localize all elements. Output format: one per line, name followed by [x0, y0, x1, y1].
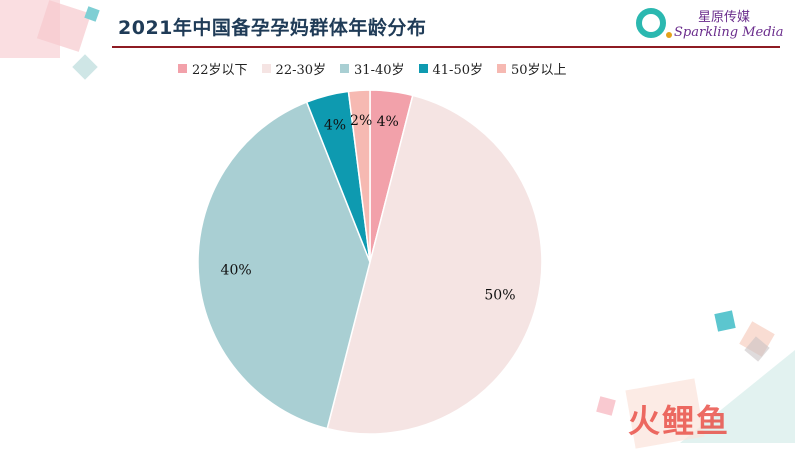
- pie-slice-4: [347, 89, 371, 263]
- slice-label-4: 2%: [350, 113, 372, 129]
- legend-swatch-2: [340, 63, 350, 73]
- brand-name-en: Sparkling Media: [674, 25, 784, 40]
- legend-item-4: 50岁以上: [497, 59, 567, 78]
- brand-logo: 星原传媒 Sparkling Media: [636, 4, 786, 46]
- page-title: 2021年中国备孕孕妈群体年龄分布: [118, 17, 427, 39]
- slice-label-2: 40%: [221, 262, 252, 278]
- legend-item-0: 22岁以下: [178, 59, 248, 78]
- slice-label-1: 50%: [484, 287, 515, 303]
- legend-swatch-0: [178, 63, 187, 73]
- pie-slice-1: [326, 94, 543, 435]
- pie-slice-2: [197, 101, 371, 430]
- legend-item-2: 31-40岁: [340, 59, 405, 78]
- legend-label-1: 22-30岁: [275, 62, 327, 78]
- brand-ring-icon: [636, 8, 666, 38]
- legend-swatch-4: [497, 63, 506, 73]
- legend-label-0: 22岁以下: [192, 62, 248, 78]
- watermark: 火鲤鱼: [628, 402, 731, 440]
- legend-label-4: 50岁以上: [511, 62, 567, 78]
- brand-dot-icon: [666, 32, 672, 38]
- brand-name-cn: 星原传媒: [698, 10, 751, 25]
- legend-label-2: 31-40岁: [354, 62, 405, 78]
- legend-swatch-3: [418, 63, 428, 73]
- slice-label-0: 4%: [377, 114, 399, 130]
- legend-swatch-1: [261, 63, 271, 73]
- legend-item-1: 22-30岁: [261, 59, 327, 78]
- legend-label-3: 41-50岁: [432, 62, 483, 78]
- chart-legend: 22岁以下 22-30岁 31-40岁 41-50岁 50岁以上: [178, 58, 567, 78]
- title-divider: [112, 46, 780, 48]
- slice-label-3: 4%: [324, 117, 346, 133]
- legend-item-3: 41-50岁: [418, 59, 483, 78]
